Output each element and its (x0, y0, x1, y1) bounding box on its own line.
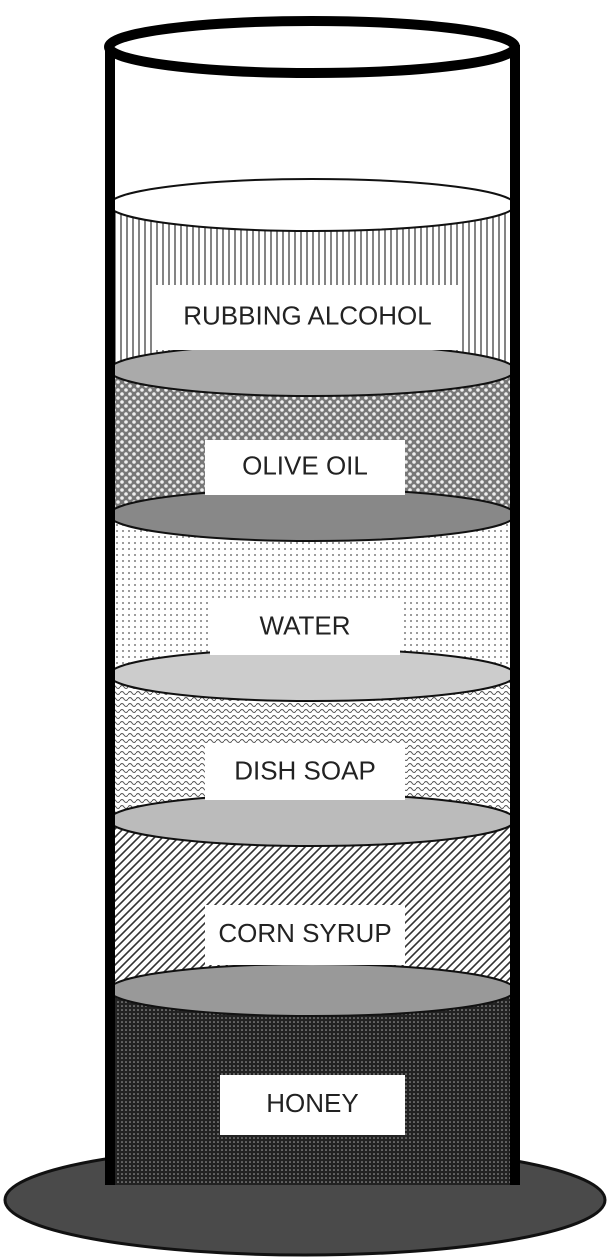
layer-surface (109, 649, 515, 701)
layer-surface (109, 179, 515, 231)
layer-surface (109, 964, 515, 1016)
layer-label: HONEY (266, 1088, 358, 1118)
layers: RUBBING ALCOHOL OLIVE OIL WATER DISH SOAP CO… (109, 179, 515, 1185)
layer-label: CORN SYRUP (218, 918, 391, 948)
layer-surface (109, 344, 515, 396)
layer-label: DISH SOAP (234, 755, 376, 785)
page: RUBBING ALCOHOL OLIVE OIL WATER DISH SOAP CO… (0, 0, 609, 1258)
layer-label: WATER (260, 610, 351, 640)
layer-label: OLIVE OIL (242, 450, 368, 480)
cylinder-rim (109, 21, 515, 73)
layer-surface (109, 489, 515, 541)
layer-surface (109, 794, 515, 846)
layered-liquid-diagram: RUBBING ALCOHOL OLIVE OIL WATER DISH SOAP CO… (0, 0, 609, 1258)
layer-label: RUBBING ALCOHOL (183, 300, 432, 330)
